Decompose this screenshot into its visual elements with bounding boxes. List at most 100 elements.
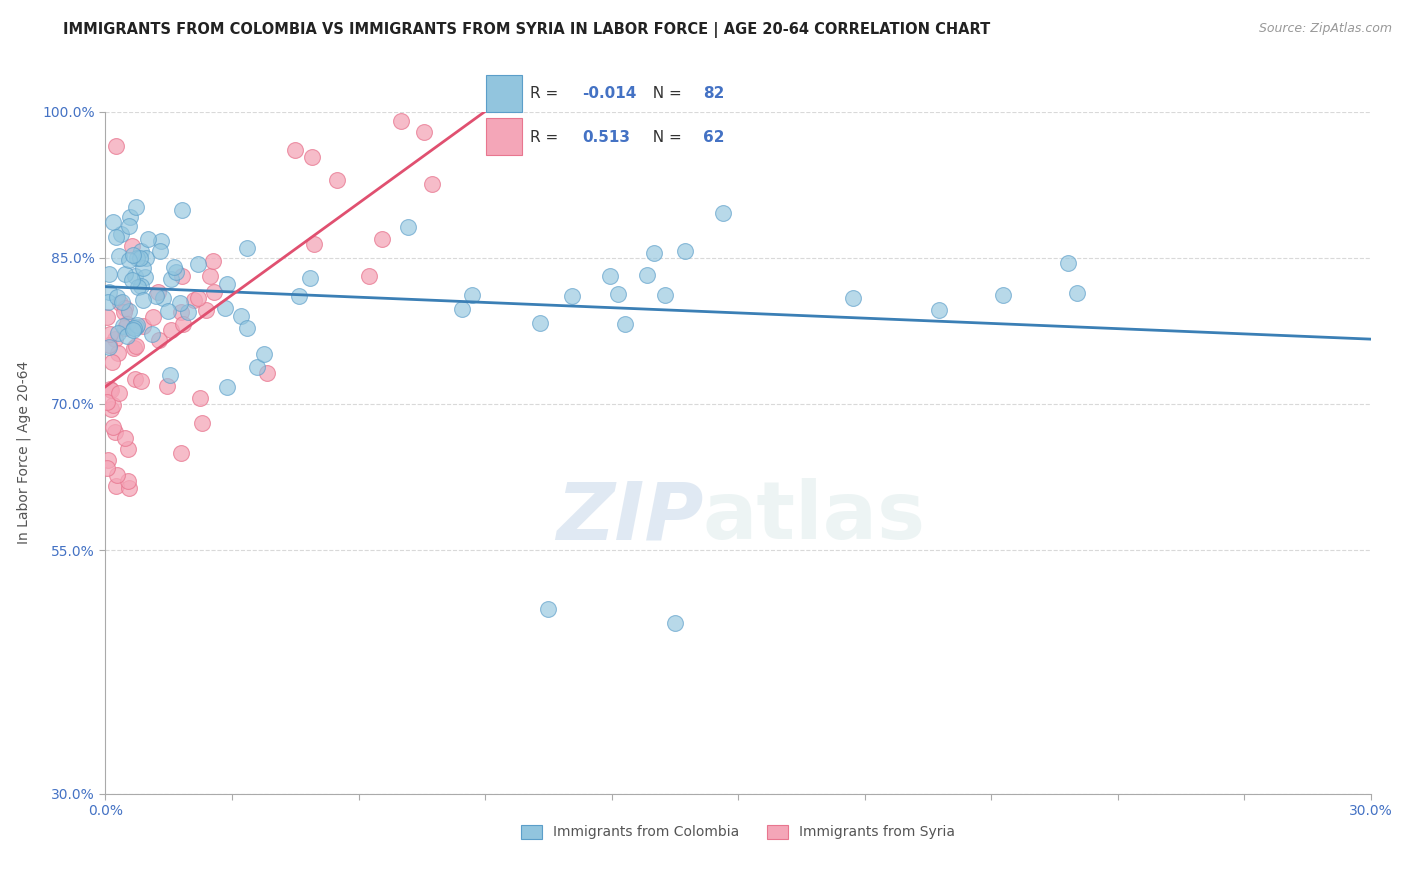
Text: IMMIGRANTS FROM COLOMBIA VS IMMIGRANTS FROM SYRIA IN LABOR FORCE | AGE 20-64 COR: IMMIGRANTS FROM COLOMBIA VS IMMIGRANTS F… <box>63 22 990 38</box>
Point <box>96 295 118 310</box>
Point <box>326 173 349 187</box>
Point <box>131 374 153 388</box>
Point <box>129 244 152 258</box>
Point <box>156 304 179 318</box>
Point <box>105 467 128 482</box>
Point <box>188 391 211 405</box>
Point <box>132 293 155 308</box>
Point <box>198 268 221 283</box>
Point <box>217 277 239 291</box>
Point <box>172 318 194 332</box>
Point <box>253 347 276 361</box>
Point <box>98 326 121 341</box>
Point <box>451 301 474 316</box>
Point <box>389 114 412 128</box>
Point <box>1056 256 1078 270</box>
Point <box>654 288 676 302</box>
Point <box>100 401 122 416</box>
Text: R =: R = <box>530 86 564 101</box>
Point <box>183 293 205 307</box>
Point <box>215 380 238 394</box>
Point <box>636 268 658 283</box>
Point <box>124 372 146 386</box>
Point <box>177 305 200 319</box>
Point <box>160 323 183 337</box>
Point <box>673 244 696 258</box>
Point <box>111 294 134 309</box>
Point <box>131 318 153 333</box>
Point <box>107 385 129 400</box>
Point <box>114 321 136 335</box>
Point <box>170 203 193 218</box>
Point <box>104 425 127 440</box>
Point <box>643 246 665 260</box>
Point <box>256 366 278 380</box>
Point <box>104 332 127 346</box>
Point <box>461 287 484 301</box>
Point <box>118 481 141 495</box>
Point <box>117 442 139 457</box>
Point <box>191 417 214 431</box>
Point <box>108 296 131 310</box>
FancyBboxPatch shape <box>486 118 522 155</box>
Text: R =: R = <box>530 130 568 145</box>
Point <box>96 310 118 324</box>
Point <box>229 309 252 323</box>
Point <box>121 238 143 252</box>
Point <box>236 321 259 335</box>
Point <box>118 210 141 224</box>
Point <box>101 419 124 434</box>
Point <box>103 398 125 412</box>
Point <box>122 248 145 262</box>
Point <box>96 461 118 475</box>
Point <box>607 287 630 301</box>
Point <box>107 249 129 263</box>
Point <box>142 310 165 324</box>
Y-axis label: In Labor Force | Age 20-64: In Labor Force | Age 20-64 <box>17 361 31 544</box>
Point <box>599 269 621 284</box>
Point <box>1066 285 1088 300</box>
Point <box>149 244 172 258</box>
Point <box>115 317 138 331</box>
Point <box>187 257 209 271</box>
Point <box>713 205 735 219</box>
Point <box>298 270 321 285</box>
Point <box>114 305 136 319</box>
Point <box>105 290 128 304</box>
Point <box>284 144 307 158</box>
Point <box>148 285 170 299</box>
Point <box>117 329 139 343</box>
Point <box>236 241 259 255</box>
Point <box>122 321 145 335</box>
Point <box>125 318 148 333</box>
Legend: Immigrants from Colombia, Immigrants from Syria: Immigrants from Colombia, Immigrants fro… <box>516 819 960 845</box>
Point <box>135 251 157 265</box>
Point <box>359 268 381 283</box>
Point <box>287 288 309 302</box>
Point <box>97 285 120 299</box>
Point <box>104 230 127 244</box>
Point <box>98 340 121 354</box>
Point <box>537 601 560 615</box>
Point <box>169 305 191 319</box>
Point <box>148 333 170 347</box>
Point <box>163 260 186 275</box>
Point <box>97 453 120 467</box>
Point <box>420 177 443 191</box>
Point <box>98 267 121 281</box>
Point <box>128 251 150 265</box>
Point <box>613 318 636 332</box>
Text: -0.014: -0.014 <box>582 86 637 101</box>
Point <box>302 237 325 252</box>
Point <box>96 394 118 409</box>
Point <box>118 219 141 234</box>
Point <box>97 338 120 352</box>
Point <box>396 220 419 235</box>
Point <box>165 265 187 279</box>
Text: Source: ZipAtlas.com: Source: ZipAtlas.com <box>1258 22 1392 36</box>
Point <box>991 288 1014 302</box>
Text: 62: 62 <box>703 130 724 145</box>
Text: ZIP: ZIP <box>555 478 703 557</box>
Point <box>114 301 136 315</box>
Point <box>152 291 174 305</box>
